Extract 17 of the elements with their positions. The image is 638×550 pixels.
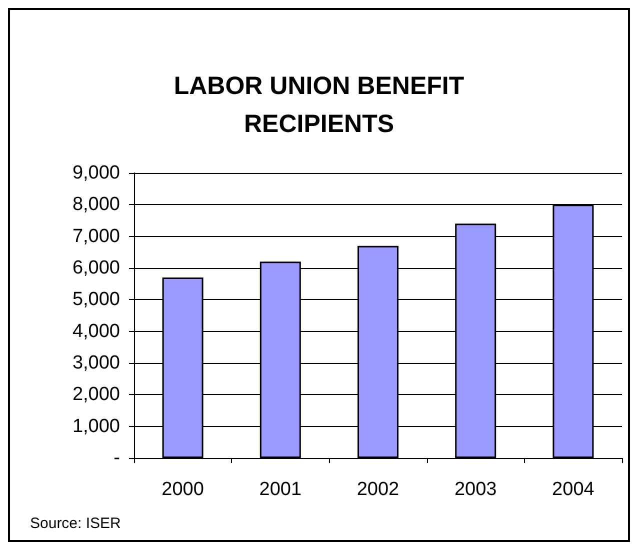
source-note: Source: ISER	[30, 515, 122, 532]
x-tick-label: 2000	[162, 479, 204, 500]
y-tick-label: 7,000	[72, 226, 120, 247]
y-tick-label: 3,000	[72, 352, 120, 374]
y-tick-label: 8,000	[72, 194, 120, 216]
y-tick-label: 5,000	[72, 289, 120, 310]
x-tick-label: 2004	[552, 479, 595, 500]
y-tick-label: 4,000	[72, 320, 120, 342]
x-tick-label: 2001	[259, 479, 302, 500]
y-tick-label: 9,000	[72, 162, 120, 184]
y-tick-label: -	[114, 448, 120, 468]
x-tick-label: 2002	[356, 479, 400, 500]
y-tick-label: 1,000	[72, 416, 120, 437]
y-tick-label: 6,000	[72, 258, 120, 278]
y-tick-label: 2,000	[72, 384, 120, 406]
x-tick-label: 2003	[454, 479, 497, 500]
chart-title: LABOR UNION BENEFIT RECIPIENTS	[174, 72, 464, 138]
